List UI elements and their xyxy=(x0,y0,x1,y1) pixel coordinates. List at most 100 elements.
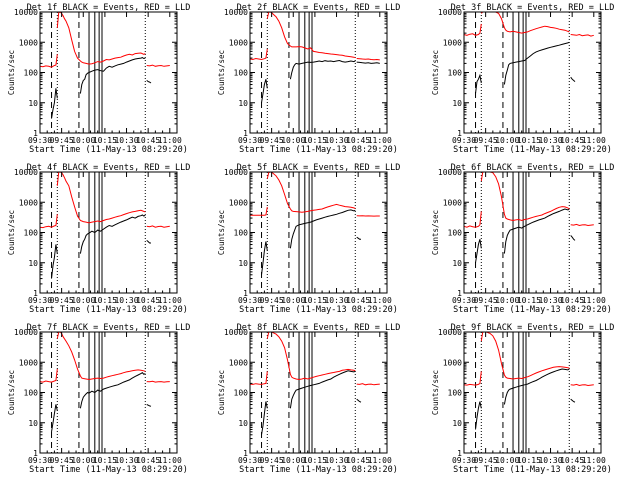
y-tick-label: 10000 xyxy=(224,8,248,17)
y-tick-label: 10 xyxy=(238,419,248,428)
lld-series-line xyxy=(463,211,482,228)
events-series-line xyxy=(570,235,576,241)
lld-series-line xyxy=(570,223,594,227)
x-tick-label: 10:15 xyxy=(93,136,117,145)
x-tick-label: 11:00 xyxy=(368,136,392,145)
events-series-line xyxy=(146,80,152,84)
events-series-line xyxy=(261,241,268,275)
x-tick-label: 09:45 xyxy=(474,456,498,465)
x-tick-label: 11:00 xyxy=(368,456,392,465)
x-axis-label: Start Time (11-May-13 08:29:20) xyxy=(453,465,612,475)
events-series-line xyxy=(51,88,58,119)
y-axis-label: Counts/sec xyxy=(7,50,16,95)
y-axis-label: Counts/sec xyxy=(217,370,226,415)
y-tick-label: 1000 xyxy=(443,38,462,47)
x-tick-label: 09:30 xyxy=(28,456,52,465)
panel-title: Det 9f BLACK = Events, RED = LLD xyxy=(451,323,615,333)
detector-panel-1: 1 10 100 1000 10000 09:3009:4510:0010:1510:30… xyxy=(7,3,190,155)
x-tick-label: 10:00 xyxy=(281,456,305,465)
panel-title: Det 7f BLACK = Events, RED = LLD xyxy=(27,323,191,333)
x-tick-label: 09:30 xyxy=(452,296,476,305)
y-tick-label: 10000 xyxy=(438,168,462,177)
x-tick-label: 09:30 xyxy=(452,136,476,145)
y-tick-label: 10 xyxy=(452,259,462,268)
x-tick-label: 10:15 xyxy=(303,296,327,305)
detector-panel-8: 1 10 100 1000 10000 09:3009:4510:0010:1510:30… xyxy=(217,323,400,475)
x-tick-label: 11:00 xyxy=(582,456,606,465)
x-tick-label: 10:45 xyxy=(560,296,584,305)
events-series-line xyxy=(79,214,146,254)
x-tick-label: 09:30 xyxy=(28,296,52,305)
y-axis-label: Counts/sec xyxy=(431,50,440,95)
y-tick-label: 1000 xyxy=(19,198,38,207)
y-tick-label: 10 xyxy=(452,419,462,428)
x-tick-label: 10:45 xyxy=(136,456,160,465)
panel-title: Det 6f BLACK = Events, RED = LLD xyxy=(451,163,615,173)
x-tick-label: 10:30 xyxy=(538,456,562,465)
x-tick-label: 10:00 xyxy=(71,296,95,305)
y-tick-label: 10 xyxy=(452,99,462,108)
panel-title: Det 4f BLACK = Events, RED = LLD xyxy=(27,163,191,173)
events-series-line xyxy=(261,79,268,103)
lld-series-line xyxy=(570,383,594,387)
x-tick-label: 10:15 xyxy=(303,456,327,465)
y-tick-label: 1 xyxy=(457,129,462,138)
detector-panel-7: 1 10 100 1000 10000 09:3009:4510:0010:1510:30… xyxy=(7,323,190,475)
y-tick-label: 10000 xyxy=(14,8,38,17)
x-axis-label: Start Time (11-May-13 08:29:20) xyxy=(453,305,612,315)
events-series-line xyxy=(503,208,570,254)
x-tick-label: 09:30 xyxy=(28,136,52,145)
x-axis-label: Start Time (11-May-13 08:29:20) xyxy=(29,145,188,155)
y-tick-label: 1 xyxy=(457,449,462,458)
y-axis-label: Counts/sec xyxy=(7,210,16,255)
events-series-line xyxy=(503,368,570,405)
y-axis-label: Counts/sec xyxy=(217,210,226,255)
x-axis-label: Start Time (11-May-13 08:29:20) xyxy=(453,145,612,155)
y-tick-label: 100 xyxy=(448,69,463,78)
x-tick-label: 09:30 xyxy=(238,136,262,145)
x-axis-label: Start Time (11-May-13 08:29:20) xyxy=(29,465,188,475)
x-tick-label: 11:00 xyxy=(582,136,606,145)
x-axis-label: Start Time (11-May-13 08:29:20) xyxy=(239,465,398,475)
x-tick-label: 10:30 xyxy=(538,296,562,305)
y-tick-label: 1000 xyxy=(443,198,462,207)
x-tick-label: 10:45 xyxy=(136,136,160,145)
x-tick-label: 10:15 xyxy=(517,136,541,145)
y-tick-label: 1000 xyxy=(443,358,462,367)
events-series-line xyxy=(146,240,151,244)
panel-title: Det 1f BLACK = Events, RED = LLD xyxy=(27,3,191,13)
x-tick-label: 11:00 xyxy=(158,456,182,465)
y-axis-label: Counts/sec xyxy=(431,210,440,255)
y-tick-label: 1 xyxy=(33,289,38,298)
events-series-line xyxy=(289,370,356,409)
x-tick-label: 09:45 xyxy=(260,456,284,465)
lld-series-line xyxy=(356,383,380,386)
x-tick-label: 10:30 xyxy=(324,456,348,465)
panel-title: Det 5f BLACK = Events, RED = LLD xyxy=(237,163,401,173)
detector-panel-4: 1 10 100 1000 10000 09:3009:4510:0010:1510:30… xyxy=(7,163,190,315)
events-series-line xyxy=(503,41,570,85)
y-tick-label: 100 xyxy=(234,69,249,78)
lld-series-line xyxy=(39,368,58,383)
events-series-line xyxy=(79,372,146,409)
y-tick-label: 10000 xyxy=(14,328,38,337)
x-tick-label: 10:30 xyxy=(538,136,562,145)
y-tick-label: 1 xyxy=(33,449,38,458)
y-axis-label: Counts/sec xyxy=(217,50,226,95)
x-tick-label: 11:00 xyxy=(158,136,182,145)
lld-series-line xyxy=(250,206,268,216)
x-tick-label: 09:45 xyxy=(260,296,284,305)
y-tick-label: 100 xyxy=(448,389,463,398)
events-series-line xyxy=(356,236,361,240)
detector-panel-2: 1 10 100 1000 10000 09:3009:4510:0010:1510:30… xyxy=(217,3,400,155)
x-tick-label: 10:45 xyxy=(560,136,584,145)
lld-series-line xyxy=(480,331,570,380)
y-tick-label: 100 xyxy=(234,229,249,238)
x-tick-label: 10:45 xyxy=(346,456,370,465)
y-tick-label: 1 xyxy=(243,289,248,298)
detector-panel-6: 1 10 100 1000 10000 09:3009:4510:0010:1510:30… xyxy=(431,163,614,315)
events-series-line xyxy=(289,59,356,80)
x-tick-label: 10:00 xyxy=(71,136,95,145)
